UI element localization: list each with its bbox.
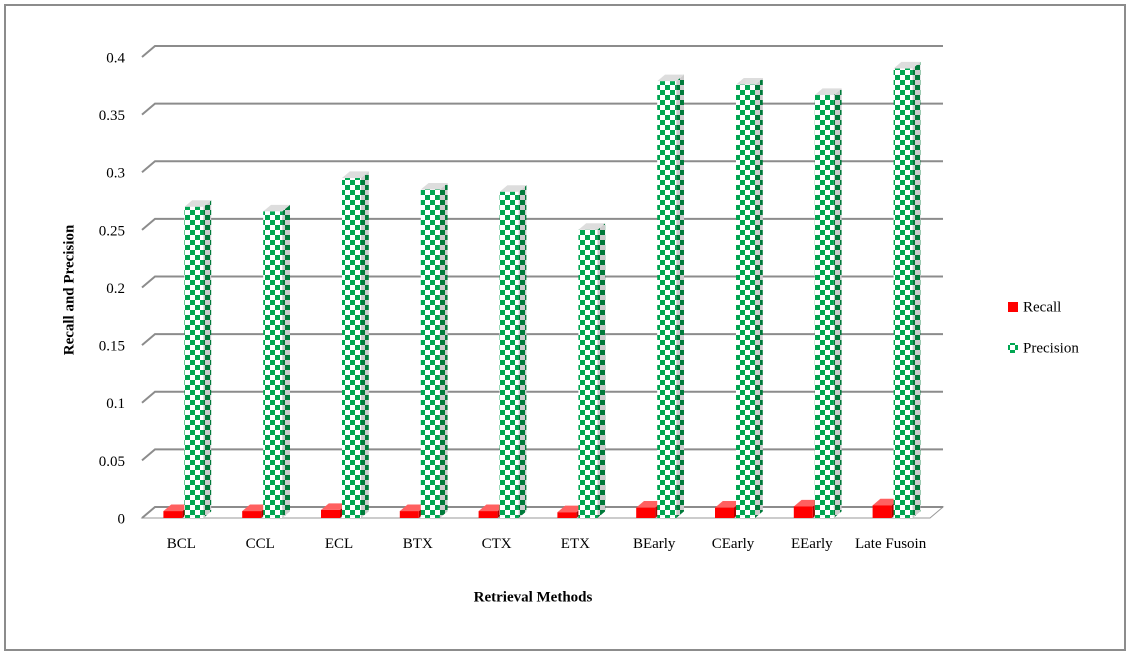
bar-front — [578, 229, 598, 518]
frame — [4, 4, 1126, 651]
bar-top — [499, 185, 527, 192]
bar-top — [715, 501, 742, 508]
bar-front — [321, 509, 340, 518]
legend-label: Recall — [1023, 299, 1061, 315]
bar-side — [203, 200, 212, 518]
bar — [578, 223, 606, 518]
legend-swatch — [1008, 302, 1018, 312]
bar-front — [242, 511, 262, 518]
bar-front — [184, 206, 204, 518]
bar-front — [163, 511, 183, 518]
bar-front — [499, 191, 519, 518]
bar — [184, 200, 212, 518]
bar-side — [755, 78, 763, 518]
bar-front — [557, 512, 577, 518]
bar-top — [736, 78, 763, 85]
bar-top — [557, 505, 585, 513]
bar-front — [657, 81, 677, 518]
bar-side — [912, 61, 921, 519]
y-tick-label: 0.15 — [99, 339, 125, 355]
bar-top — [578, 223, 606, 230]
bar-front — [872, 505, 892, 518]
x-tick-label: Late Fusoin — [854, 536, 927, 552]
bar-front — [399, 511, 419, 518]
legend-label: Precision — [1023, 340, 1079, 356]
bar-front — [793, 506, 813, 518]
bar-side — [833, 88, 842, 519]
y-tick-label: 0.1 — [106, 396, 125, 412]
bar-side — [361, 171, 369, 518]
bar-side — [597, 223, 606, 518]
bar — [263, 204, 290, 518]
bar-top — [399, 504, 427, 512]
bar — [814, 88, 842, 519]
y-tick-label: 0.3 — [106, 166, 125, 182]
bar — [657, 74, 684, 518]
y-tick-label: 0 — [118, 511, 126, 527]
x-tick-label: BCL — [166, 536, 196, 552]
bar-front — [814, 95, 834, 518]
y-tick-label: 0.2 — [106, 281, 125, 297]
y-tick-label: 0.35 — [99, 108, 125, 124]
bar-top — [636, 501, 663, 508]
bar-side — [518, 185, 527, 518]
bar-front — [893, 68, 913, 519]
bar-front — [263, 211, 283, 518]
x-axis-title: Retrieval Methods — [474, 589, 593, 605]
bar-top — [263, 204, 290, 212]
bar-side — [676, 74, 684, 518]
bar-front — [736, 84, 755, 518]
x-tick-label: CTX — [481, 536, 512, 552]
x-tick-label: ETX — [560, 536, 590, 552]
bar-top — [893, 61, 921, 69]
grid-line — [141, 45, 943, 58]
bar-top — [321, 503, 348, 510]
bar-top — [163, 504, 191, 512]
bar-front — [478, 511, 498, 518]
y-tick-label: 0.05 — [99, 454, 125, 470]
bar-top — [342, 171, 369, 179]
bar-top — [657, 74, 684, 82]
bar-front — [636, 507, 656, 518]
x-tick-label: BTX — [402, 536, 433, 552]
bar-side — [439, 182, 448, 518]
y-tick-label: 0.25 — [99, 223, 125, 239]
x-tick-label: CEarly — [711, 536, 755, 552]
bar-side — [282, 204, 290, 518]
x-tick-label: BEarly — [632, 536, 676, 552]
bar-top — [478, 504, 506, 512]
bar-top — [814, 88, 842, 96]
y-axis-title: Recall and Precision — [61, 224, 77, 355]
bar-top — [184, 200, 212, 207]
x-tick-label: CCL — [245, 536, 275, 552]
bar-front — [420, 189, 440, 518]
bar — [342, 171, 369, 518]
bar-front — [715, 507, 734, 518]
x-tick-label: EEarly — [790, 536, 833, 552]
bar-top — [420, 182, 448, 190]
bar — [893, 61, 921, 519]
x-tick-label: ECL — [324, 536, 354, 552]
y-tick-label: 0.4 — [106, 50, 125, 66]
bar-top — [242, 504, 269, 512]
grid-segment — [141, 45, 943, 58]
bar — [420, 182, 448, 518]
bar — [499, 185, 527, 518]
bar — [736, 78, 763, 518]
bar-front — [342, 178, 361, 518]
bar-top — [793, 499, 821, 507]
bar-top — [872, 498, 900, 506]
legend-swatch — [1008, 343, 1018, 353]
